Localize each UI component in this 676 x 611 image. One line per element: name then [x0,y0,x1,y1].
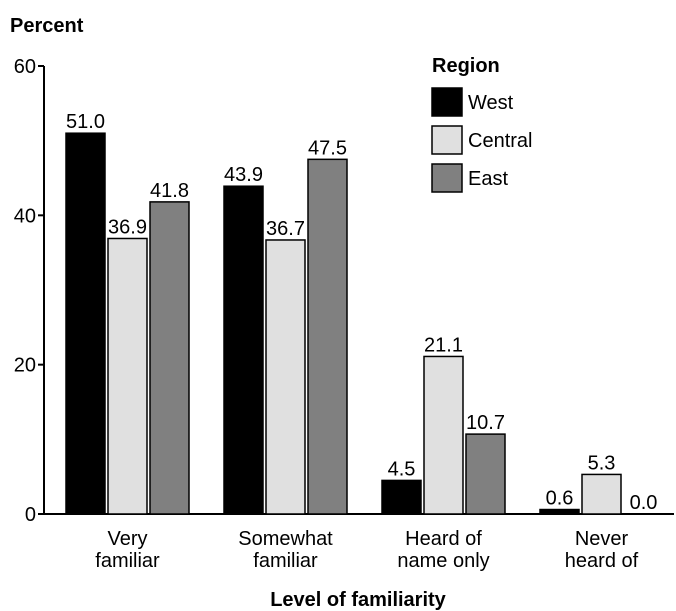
value-label: 36.7 [266,218,305,240]
category-label: familiar [95,550,160,572]
y-tick-label: 0 [25,504,36,526]
category-label: Somewhat [238,528,333,550]
bars [65,132,622,515]
value-label: 4.5 [388,458,416,480]
legend-label: West [468,92,514,114]
bar [223,185,264,515]
value-label: 0.6 [546,488,574,510]
value-label: 43.9 [224,164,263,186]
value-labels: 51.0 36.941.8 43.9 36.7 47.5 4.5 21.1 10.7 0.6 5.… [66,111,657,514]
legend: Region West Central East [431,55,532,193]
value-label: 41.8 [150,180,189,202]
value-label: 5.3 [588,452,616,474]
y-axis-title: Percent [10,15,84,37]
legend-swatch [431,163,463,193]
bar [65,132,106,515]
bar [307,158,348,515]
category-label: familiar [253,550,318,572]
legend-label: Central [468,130,532,152]
value-label: 21.1 [424,334,463,356]
category-label: Very [107,528,147,550]
category-label: heard of [565,550,639,572]
y-tick-label: 20 [14,355,36,377]
y-tick-label: 60 [14,56,36,78]
y-tick-label: 40 [14,205,36,227]
category-label: name only [397,550,489,572]
bar [465,433,506,515]
value-label: 10.7 [466,412,505,434]
category-label: Never [575,528,629,550]
bar [149,201,190,515]
bar [265,239,306,515]
legend-swatch [431,125,463,155]
value-label: 47.5 [308,137,347,159]
bar [539,508,580,515]
value-label: 51.0 [66,111,105,133]
legend-swatch [431,87,463,117]
bar [423,355,464,515]
legend-label: East [468,168,508,190]
bar [381,479,422,515]
category-label: Heard of [405,528,482,550]
bar [107,237,148,515]
y-ticks: 0 20 40 60 [14,56,44,526]
legend-title: Region [432,55,500,77]
value-label: 36.9 [108,216,147,238]
value-label: 0.0 [630,492,658,514]
x-axis-title: Level of familiarity [270,589,446,611]
bar [581,473,622,515]
